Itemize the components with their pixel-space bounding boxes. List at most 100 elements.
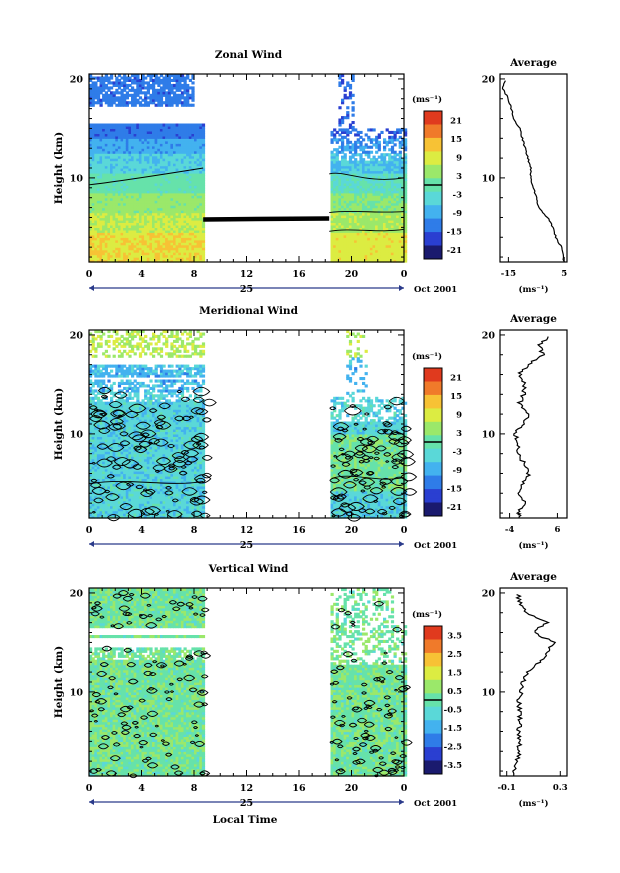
- heatmap-cell: [188, 170, 192, 174]
- heatmap-cell: [162, 168, 166, 172]
- heatmap-cell: [110, 192, 114, 196]
- heatmap-cell: [120, 140, 124, 144]
- heatmap-cell: [133, 215, 137, 219]
- heatmap-cell: [377, 185, 381, 189]
- heatmap-cell: [356, 187, 360, 191]
- heatmap-cell: [372, 128, 376, 132]
- heatmap-cell: [112, 217, 116, 221]
- heatmap-cell: [351, 185, 355, 189]
- heatmap-cell: [91, 158, 95, 162]
- heatmap-cell: [354, 133, 358, 137]
- heatmap-cell: [196, 215, 200, 219]
- heatmap-cell: [194, 234, 198, 238]
- heatmap-cell: [144, 185, 148, 189]
- heatmap-cell: [167, 215, 171, 219]
- heatmap-cell: [396, 224, 400, 228]
- heatmap-cell: [356, 177, 360, 181]
- heatmap-cell: [94, 215, 98, 219]
- heatmap-cell: [152, 252, 156, 256]
- heatmap-cell: [117, 78, 122, 82]
- heatmap-cell: [343, 254, 347, 258]
- heatmap-cell: [159, 215, 164, 219]
- heatmap-cell: [138, 88, 143, 92]
- heatmap-cell: [141, 232, 145, 236]
- heatmap-cell: [104, 468, 108, 472]
- colorbar-swatch: [424, 245, 442, 251]
- heatmap-cell: [372, 254, 376, 258]
- heatmap-cell: [110, 493, 114, 497]
- heatmap-cell: [102, 515, 106, 519]
- heatmap-cell: [120, 153, 124, 157]
- heatmap-cell: [154, 177, 158, 181]
- heatmap-cell: [396, 244, 400, 248]
- heatmap-cell: [191, 244, 195, 248]
- heatmap-cell: [146, 96, 150, 100]
- heatmap-cell: [330, 232, 334, 236]
- heatmap-cell: [157, 145, 161, 149]
- heatmap-cell: [341, 170, 345, 174]
- heatmap-cell: [125, 192, 129, 196]
- heatmap-cell: [196, 222, 200, 226]
- heatmap-cell: [194, 185, 198, 189]
- heatmap-cell: [191, 135, 195, 139]
- heatmap-cell: [107, 76, 111, 80]
- heatmap-cell: [191, 165, 195, 169]
- heatmap-cell: [356, 160, 360, 164]
- heatmap-cell: [112, 205, 116, 209]
- heatmap-cell: [390, 165, 395, 169]
- heatmap-cell: [120, 172, 124, 176]
- heatmap-cell: [348, 217, 353, 221]
- heatmap-cell: [194, 165, 198, 169]
- heatmap-cell: [110, 103, 114, 107]
- heatmap-cell: [359, 222, 363, 226]
- heatmap-cell: [162, 78, 166, 82]
- heatmap-cell: [333, 172, 337, 176]
- heatmap-cell: [104, 200, 108, 204]
- heatmap-cell: [104, 78, 108, 82]
- heatmap-cell: [149, 128, 153, 132]
- heatmap-cell: [390, 192, 395, 196]
- heatmap-cell: [110, 503, 114, 507]
- heatmap-cell: [194, 224, 198, 228]
- heatmap-cell: [107, 456, 111, 460]
- heatmap-cell: [375, 259, 379, 263]
- heatmap-cell: [196, 212, 200, 216]
- heatmap-cell: [110, 202, 114, 206]
- heatmap-cell: [170, 86, 174, 90]
- heatmap-cell: [191, 222, 195, 226]
- heatmap-cell: [89, 101, 93, 105]
- heatmap-cell: [89, 513, 93, 517]
- heatmap-cell: [89, 175, 93, 179]
- heatmap-cell: [354, 148, 358, 152]
- heatmap-cell: [364, 229, 368, 233]
- heatmap-cell: [89, 374, 93, 378]
- heatmap-cells: [89, 74, 408, 263]
- heatmap-cell: [364, 215, 368, 219]
- heatmap-cell: [369, 232, 374, 236]
- heatmap-cell: [102, 143, 106, 147]
- heatmap-cell: [94, 257, 98, 261]
- heatmap-cell: [348, 145, 353, 149]
- heatmap-cell: [120, 195, 124, 199]
- heatmap-cell: [175, 125, 179, 129]
- heatmap-cell: [102, 436, 106, 440]
- heatmap-cell: [120, 91, 124, 95]
- heatmap-cell: [133, 187, 137, 191]
- heatmap-cell: [149, 170, 153, 174]
- heatmap-cell: [343, 207, 347, 211]
- heatmap-cell: [346, 187, 350, 191]
- heatmap-cell: [341, 195, 345, 199]
- heatmap-cell: [180, 252, 185, 256]
- x-axis-label: Local Time: [213, 814, 278, 826]
- heatmap-cell: [346, 113, 350, 117]
- heatmap-cell: [343, 247, 347, 251]
- heatmap-cell: [133, 195, 137, 199]
- heatmap-cell: [401, 187, 405, 191]
- heatmap-cell: [333, 224, 337, 228]
- heatmap-cell: [99, 342, 103, 346]
- heatmap-cell: [96, 170, 101, 174]
- heatmap-cell: [138, 190, 143, 194]
- heatmap-cell: [333, 160, 337, 164]
- heatmap-cell: [136, 91, 140, 95]
- heatmap-cell: [364, 187, 368, 191]
